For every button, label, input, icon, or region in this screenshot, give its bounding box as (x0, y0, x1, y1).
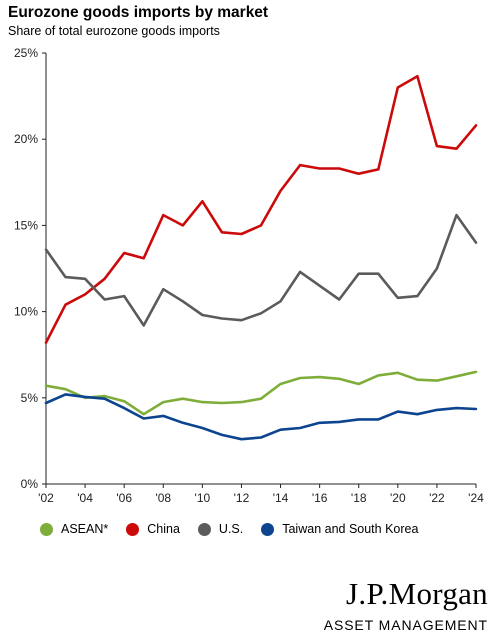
legend-label: China (147, 522, 180, 536)
legend-marker (261, 522, 275, 536)
series-line-asean (44, 370, 478, 416)
x-tick-label: '14 (273, 491, 289, 505)
x-tick-label: '08 (155, 491, 171, 505)
x-tick-label: '04 (77, 491, 93, 505)
brand-subtitle: ASSET MANAGEMENT (323, 617, 488, 633)
x-axis-ticks: '02 '04 '06 '08 '10 '12 '14 '16 '18 '20 '22 '24 (38, 484, 484, 505)
legend-label: U.S. (218, 522, 244, 536)
line-chart: '02 '04 '06 '08 '10 '12 '14 '16 '18 '20 '22 '24 0% 5… (14, 46, 484, 505)
legend-label: Taiwan and South Korea (282, 522, 419, 536)
legend-marker (40, 522, 53, 536)
legend-item: ASEAN* (40, 522, 108, 536)
y-axis-ticks: 0% 5% 10% 15% 20% 25% (14, 46, 46, 491)
x-tick-label: '12 (234, 491, 250, 505)
series-lines (44, 75, 478, 441)
x-tick-label: '24 (468, 491, 484, 505)
legend-item: U.S. (197, 522, 244, 536)
legend-marker (126, 522, 140, 536)
chart-axes (45, 53, 476, 485)
chart-legend: ASEAN* China U.S. Taiwan and South Korea (40, 522, 436, 536)
legend-item: Taiwan and South Korea (261, 522, 418, 536)
x-tick-label: '16 (312, 491, 328, 505)
chart-title: Eurozone goods imports by market (8, 4, 269, 21)
y-tick-label: 15% (14, 218, 38, 232)
x-tick-label: '02 (38, 491, 54, 505)
chart-subtitle: Share of total eurozone goods imports (8, 24, 220, 38)
x-tick-label: '10 (195, 491, 211, 505)
y-tick-label: 0% (21, 477, 39, 491)
x-tick-label: '18 (351, 491, 367, 505)
brand-logo: J.P.Morgan ASSET MANAGEMENT (324, 578, 488, 633)
series-line-u-s (44, 213, 478, 327)
x-tick-label: '06 (116, 491, 132, 505)
series-line-china (44, 75, 478, 344)
brand-name: J.P.Morgan (346, 576, 488, 611)
series-line-taiwan-and-south-korea (44, 393, 478, 441)
y-tick-label: 10% (14, 305, 38, 319)
y-tick-label: 20% (14, 132, 38, 146)
legend-label: ASEAN* (61, 522, 109, 536)
y-tick-label: 25% (14, 46, 38, 60)
legend-marker (197, 522, 211, 536)
x-tick-label: '22 (429, 491, 445, 505)
x-tick-label: '20 (390, 491, 406, 505)
y-tick-label: 5% (21, 391, 39, 405)
legend-item: China (126, 522, 180, 536)
